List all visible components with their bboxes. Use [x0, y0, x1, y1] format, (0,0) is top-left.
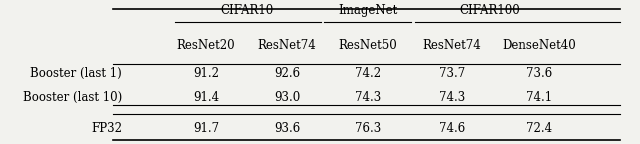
Text: 91.7: 91.7 [193, 122, 219, 135]
Text: 91.4: 91.4 [193, 91, 219, 104]
Text: ImageNet: ImageNet [339, 4, 397, 17]
Text: ResNet74: ResNet74 [258, 39, 316, 52]
Text: FP32: FP32 [91, 122, 122, 135]
Text: 92.6: 92.6 [274, 67, 300, 80]
Text: 91.2: 91.2 [193, 67, 219, 80]
Text: 76.3: 76.3 [355, 122, 381, 135]
Text: Booster (last 10): Booster (last 10) [23, 91, 122, 104]
Text: Booster (last 1): Booster (last 1) [30, 67, 122, 80]
Text: 74.2: 74.2 [355, 67, 381, 80]
Text: ResNet20: ResNet20 [177, 39, 236, 52]
Text: 74.3: 74.3 [355, 91, 381, 104]
Text: 72.4: 72.4 [526, 122, 552, 135]
Text: DenseNet40: DenseNet40 [502, 39, 576, 52]
Text: 73.6: 73.6 [526, 67, 552, 80]
Text: 74.6: 74.6 [439, 122, 465, 135]
Text: ResNet50: ResNet50 [339, 39, 397, 52]
Text: 93.6: 93.6 [274, 122, 300, 135]
Text: 93.0: 93.0 [274, 91, 300, 104]
Text: CIFAR100: CIFAR100 [459, 4, 520, 17]
Text: 74.1: 74.1 [526, 91, 552, 104]
Text: ResNet74: ResNet74 [422, 39, 481, 52]
Text: CIFAR10: CIFAR10 [220, 4, 273, 17]
Text: 74.3: 74.3 [439, 91, 465, 104]
Text: 73.7: 73.7 [439, 67, 465, 80]
